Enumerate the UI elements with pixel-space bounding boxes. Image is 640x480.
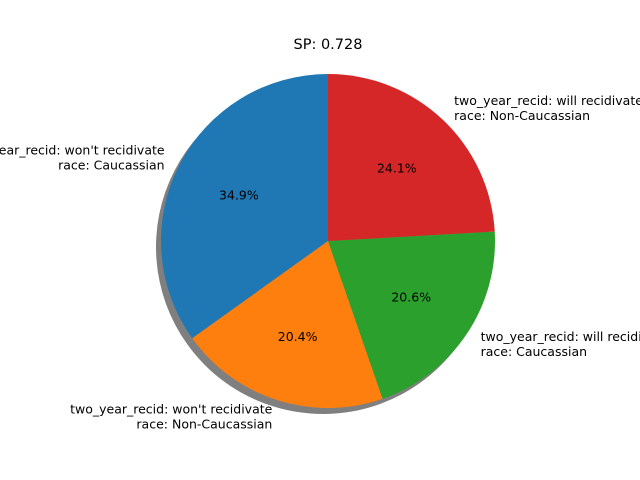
slice-label-line: two_year_recid: will recidivate bbox=[481, 328, 640, 343]
slice-label-line: race: Non-Caucassian bbox=[136, 416, 272, 431]
slice-label-line: race: Non-Caucassian bbox=[454, 107, 590, 122]
chart-title: SP: 0.728 bbox=[294, 37, 363, 53]
pie-slice-two-year-recid-won-t-recidivate-race-caucassian bbox=[161, 74, 328, 339]
pie-slice-two-year-recid-won-t-recidivate-race-non-caucassian bbox=[192, 241, 383, 408]
pie-slice-two-year-recid-will-recidivate-race-caucassian bbox=[328, 231, 495, 399]
pie-slice-layer bbox=[161, 74, 495, 408]
pct-label-two-year-recid-will-recidivate-race-non-caucassian: 24.1% bbox=[377, 161, 417, 176]
slice-label-line: race: Caucassian bbox=[58, 157, 164, 172]
slice-label-line: two_year_recid: won't recidivate bbox=[70, 401, 273, 416]
pie-slice-two-year-recid-will-recidivate-race-non-caucassian bbox=[328, 74, 495, 241]
slice-label-line: race: Caucassian bbox=[481, 343, 587, 358]
slice-label-line: two_year_recid: won't recidivate bbox=[0, 142, 165, 157]
slice-label-line: two_year_recid: will recidivate bbox=[454, 92, 640, 107]
slice-label-two-year-recid-will-recidivate-race-non-caucassian: two_year_recid: will recidivate race: Non… bbox=[454, 92, 640, 122]
pct-label-two-year-recid-won-t-recidivate-race-caucassian: 34.9% bbox=[219, 188, 259, 203]
slice-label-two-year-recid-won-t-recidivate-race-non-caucassian: two_year_recid: won't recidivate race: No… bbox=[70, 401, 273, 431]
pct-label-two-year-recid-will-recidivate-race-caucassian: 20.6% bbox=[391, 289, 431, 304]
pie-percent-layer: 34.9% 20.4% 20.6% 24.1% bbox=[219, 161, 431, 344]
pct-label-two-year-recid-won-t-recidivate-race-non-caucassian: 20.4% bbox=[278, 329, 318, 344]
